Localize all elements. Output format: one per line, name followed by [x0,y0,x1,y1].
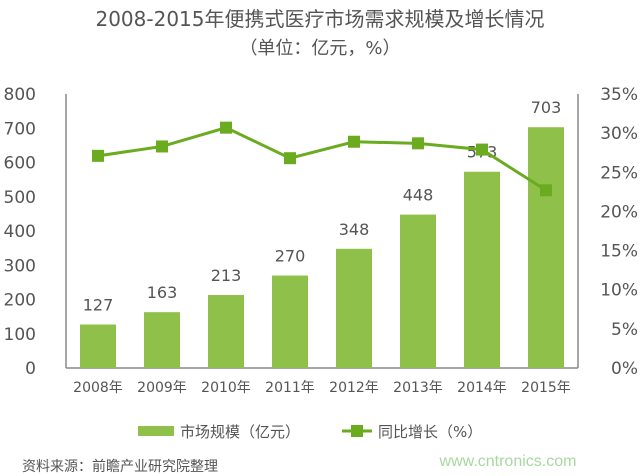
x-tick-label: 2014年 [457,380,507,396]
bar-data-label: 348 [339,220,370,239]
y-right-tick-label: 35% [600,85,638,105]
y-left-tick-label: 800 [4,85,36,105]
bar-data-label: 213 [211,266,242,285]
growth-point [412,137,424,150]
growth-point [348,135,360,148]
x-tick-label: 2013年 [393,380,443,396]
growth-line [97,126,547,192]
x-tick-label: 2011年 [265,380,315,396]
y-left-tick-label: 100 [4,325,36,345]
bar-data-label: 127 [83,296,114,315]
chart-title: 2008-2015年便携式医疗市场需求规模及增长情况 [95,7,544,31]
y-right-tick-label: 20% [600,202,638,222]
watermark: www.cntronics.com [439,453,577,470]
growth-point [156,140,168,153]
y-left-tick-label: 300 [4,256,36,276]
growth-point [284,152,296,165]
x-tick-label: 2010年 [201,380,251,396]
bar-data-label: 270 [275,247,306,266]
bar [336,248,372,368]
y-right-tick-label: 0% [611,359,638,379]
x-tick-label: 2009年 [137,380,187,396]
bar [80,324,116,368]
y-left-tick-label: 0 [25,359,36,379]
bar-data-label: 163 [147,283,178,302]
legend-swatch-bar [138,426,174,436]
source-note: 资料来源：前瞻产业研究院整理 [22,458,218,475]
bar-data-label: 703 [531,98,562,117]
y-left-tick-label: 400 [4,222,36,242]
y-right-tick-label: 10% [600,281,638,301]
y-right-tick-label: 30% [600,124,638,144]
bar-data-label: 448 [403,186,434,205]
y-right-tick-label: 25% [600,163,638,183]
bar [528,127,564,368]
y-left-tick-label: 500 [4,188,36,208]
growth-point [540,184,552,197]
bar [208,295,244,368]
bar [400,214,436,368]
growth-point [476,143,488,156]
bar [272,275,308,368]
x-tick-label: 2008年 [73,380,123,396]
y-left-tick-label: 700 [4,119,36,139]
x-tick-label: 2015年 [521,380,571,396]
growth-point [220,121,232,134]
y-left-tick-label: 600 [4,154,36,174]
chart-subtitle: （单位：亿元，%） [239,38,400,59]
legend-label-line: 同比增长（%） [378,423,482,441]
bar [144,312,180,368]
x-tick-label: 2012年 [329,380,379,396]
bar [464,171,500,368]
y-right-tick-label: 15% [600,242,638,262]
legend-label-bar: 市场规模（亿元） [180,423,300,441]
y-right-tick-label: 5% [611,320,638,340]
y-left-tick-label: 200 [4,291,36,311]
legend-swatch-marker [351,425,363,437]
growth-point [92,149,104,162]
